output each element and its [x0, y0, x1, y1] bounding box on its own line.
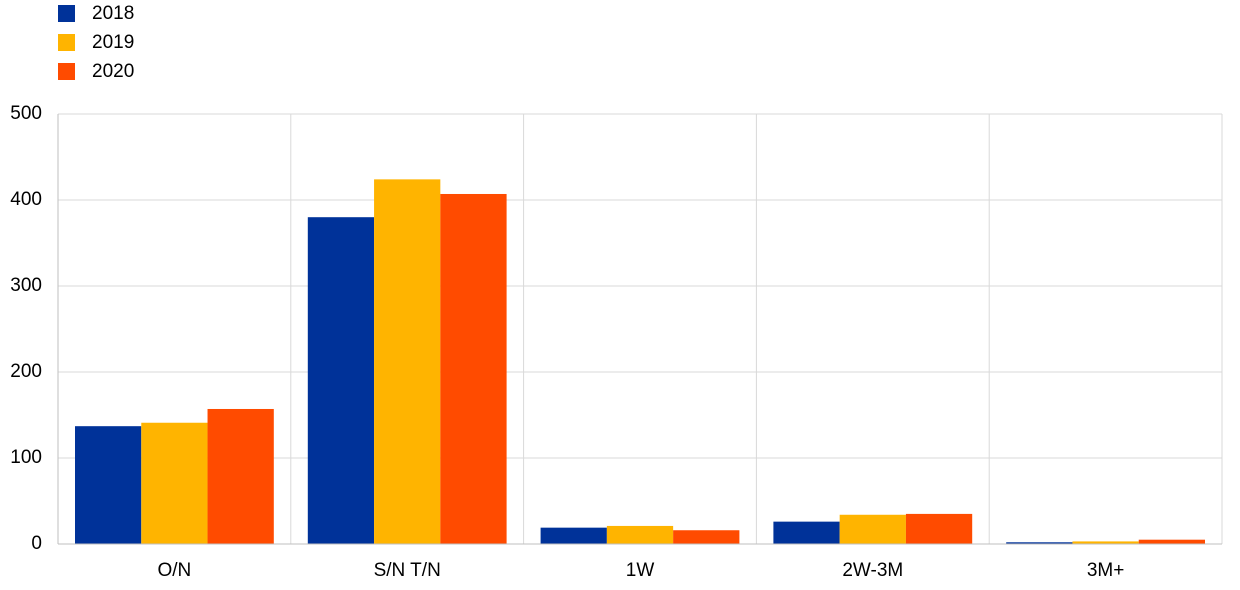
legend-swatch — [58, 34, 75, 51]
x-tick-label: O/N — [158, 560, 192, 581]
y-tick-label: 100 — [10, 447, 42, 468]
legend-label: 2018 — [92, 3, 134, 24]
bar — [75, 426, 142, 544]
bar — [141, 422, 208, 544]
bar — [673, 530, 740, 544]
legend-label: 2020 — [92, 61, 134, 82]
bar — [440, 193, 507, 545]
x-tick-label: S/N T/N — [374, 560, 441, 581]
bar — [540, 527, 607, 544]
x-tick-label: 2W-3M — [842, 560, 903, 581]
bar — [1072, 541, 1139, 544]
bar — [839, 514, 906, 544]
legend-swatch — [58, 63, 75, 80]
bar — [905, 513, 973, 544]
y-tick-label: 200 — [10, 361, 42, 382]
bar — [606, 525, 674, 544]
bar — [307, 217, 375, 544]
legend-swatch — [58, 5, 75, 22]
x-tick-label: 3M+ — [1087, 560, 1125, 581]
bar — [374, 179, 441, 545]
bar — [207, 408, 274, 544]
x-tick-label: 1W — [626, 560, 655, 581]
bar — [1006, 542, 1073, 544]
y-tick-label: 500 — [10, 103, 42, 124]
bar — [1138, 539, 1205, 544]
y-tick-label: 0 — [31, 533, 42, 554]
y-tick-label: 300 — [10, 275, 42, 296]
y-tick-label: 400 — [10, 189, 42, 210]
bar — [773, 521, 840, 544]
legend-label: 2019 — [92, 32, 134, 53]
